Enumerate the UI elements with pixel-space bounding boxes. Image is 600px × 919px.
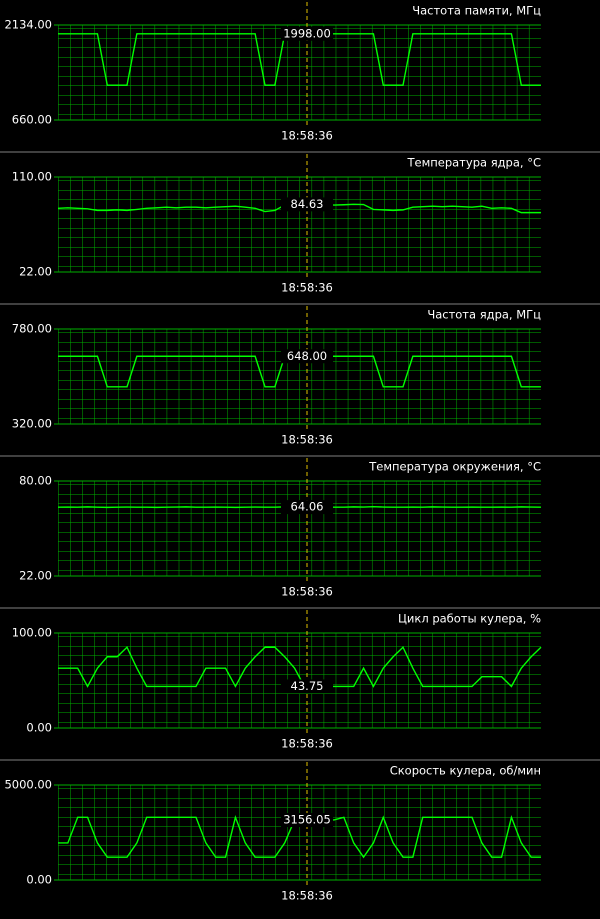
cursor-value: 43.75 [291, 679, 324, 693]
cursor-label-bg [281, 197, 333, 212]
cursor-value: 84.63 [291, 197, 324, 211]
plot-grid [58, 785, 541, 880]
cursor-time: 18:58:36 [281, 129, 333, 143]
cursor-time: 18:58:36 [281, 281, 333, 295]
y-tick-label: 320.00 [12, 417, 52, 431]
cursor-value: 64.06 [291, 500, 324, 514]
panel-title: Температура окружения, °C [368, 460, 541, 474]
y-tick-label: 2134.00 [4, 18, 52, 32]
cursor-value: 648.00 [287, 349, 327, 363]
panel-title: Частота памяти, МГц [412, 4, 541, 18]
panel-title: Температура ядра, °C [406, 156, 541, 170]
panel-title: Цикл работы кулера, % [398, 612, 541, 626]
cursor-label-bg [281, 813, 333, 828]
cursor-time: 18:58:36 [281, 737, 333, 751]
cursor-time: 18:58:36 [281, 889, 333, 903]
plot-grid [58, 177, 541, 272]
y-tick-label: 22.00 [19, 569, 52, 583]
trace [58, 646, 542, 688]
y-tick-label: 660.00 [12, 113, 52, 127]
cursor-label-bg [281, 500, 333, 515]
y-tick-label: 100.00 [12, 626, 52, 640]
plot-grid [58, 329, 541, 424]
plot-grid [58, 25, 541, 120]
cursor-value: 3156.05 [283, 813, 331, 827]
panel-title: Частота ядра, МГц [427, 308, 541, 322]
y-tick-label: 780.00 [12, 322, 52, 336]
y-tick-label: 110.00 [12, 170, 52, 184]
y-tick-label: 0.00 [26, 721, 52, 735]
cursor-label-bg [281, 679, 333, 694]
panel-title: Скорость кулера, об/мин [390, 764, 541, 778]
cursor-label-bg [281, 349, 333, 364]
cursor-time: 18:58:36 [281, 585, 333, 599]
y-tick-label: 0.00 [26, 873, 52, 887]
y-tick-label: 5000.00 [4, 778, 52, 792]
y-tick-label: 22.00 [19, 265, 52, 279]
plot-grid [58, 481, 541, 576]
cursor-time: 18:58:36 [281, 433, 333, 447]
y-tick-label: 80.00 [19, 474, 52, 488]
cursor-value: 1998.00 [283, 26, 331, 40]
cursor-label-bg [281, 26, 333, 41]
